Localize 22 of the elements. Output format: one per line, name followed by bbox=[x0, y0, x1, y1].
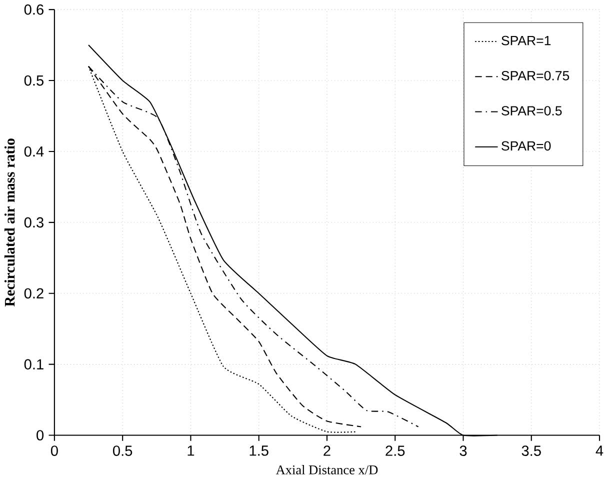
x-tick-label: 3.5 bbox=[522, 446, 541, 456]
y-tick-label: 0.4 bbox=[24, 146, 44, 157]
y-axis-title: Recirculated air mass ratio bbox=[4, 138, 15, 307]
y-tick-label: 0.3 bbox=[24, 217, 44, 228]
x-tick-label: 2 bbox=[324, 446, 330, 456]
y-tick-label: 0.6 bbox=[24, 4, 44, 15]
y-tick-label: 0.2 bbox=[24, 288, 44, 299]
legend-label: SPAR=0 bbox=[502, 141, 551, 151]
legend-label: SPAR=1 bbox=[502, 36, 551, 46]
x-tick-label: 3 bbox=[460, 446, 467, 456]
x-tick-label: 1 bbox=[188, 446, 194, 456]
x-tick-label: 4 bbox=[596, 446, 604, 456]
x-tick-label: 1.5 bbox=[250, 446, 268, 456]
y-tick-label: 0 bbox=[36, 430, 44, 441]
legend-label: SPAR=0.75 bbox=[502, 71, 570, 80]
x-tick-label: 0.5 bbox=[113, 446, 132, 456]
legend-label: SPAR=0.5 bbox=[502, 106, 562, 116]
x-tick-label: 2.5 bbox=[386, 446, 405, 456]
y-tick-label: 0.5 bbox=[24, 75, 44, 86]
x-axis-title: Axial Distance x/D bbox=[276, 465, 378, 474]
y-tick-label: 0.1 bbox=[24, 359, 44, 370]
x-tick-label: 0 bbox=[50, 446, 58, 456]
